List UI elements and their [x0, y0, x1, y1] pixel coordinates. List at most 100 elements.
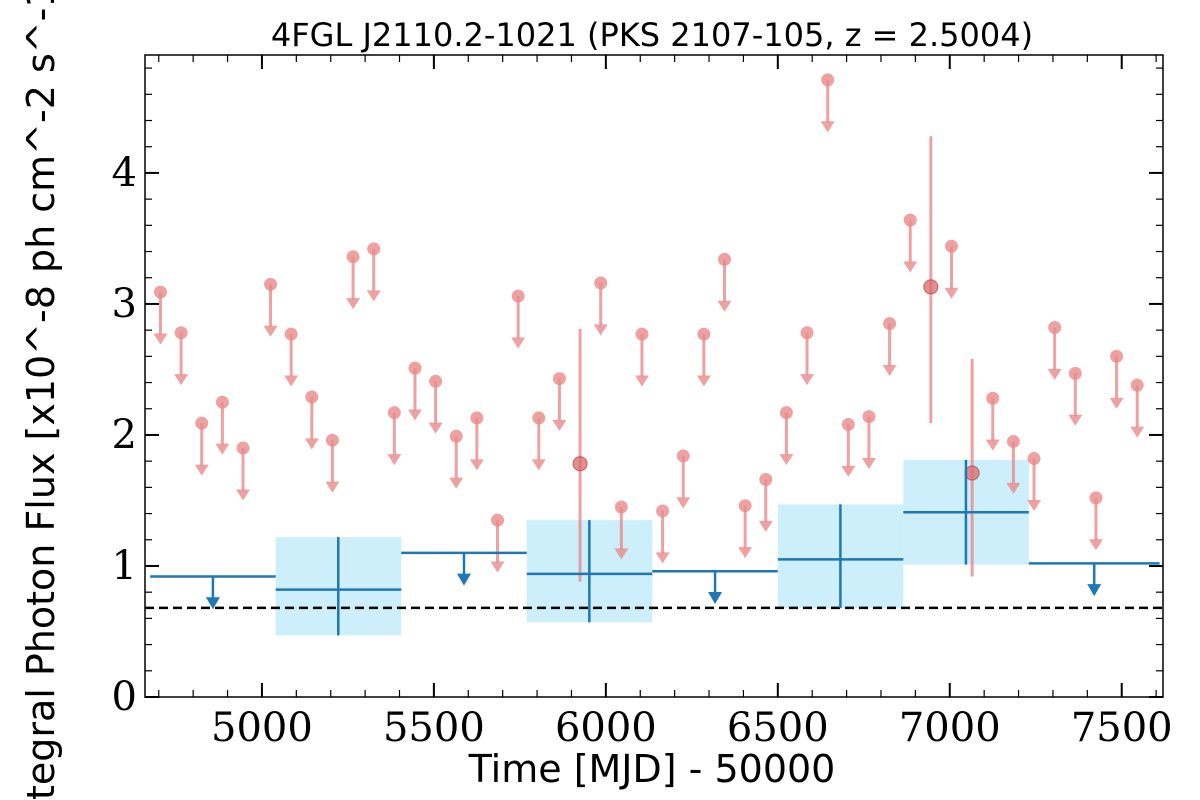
short-upper-limit-point	[153, 285, 167, 299]
short-upper-limit-arrow	[1130, 426, 1145, 438]
short-upper-limit-point	[1048, 321, 1062, 335]
short-upper-limit-arrow	[1047, 368, 1062, 380]
short-upper-limit-point	[215, 395, 229, 409]
short-upper-limit-arrow	[511, 337, 526, 349]
short-upper-limit-arrow	[696, 375, 711, 387]
short-upper-limit-arrow	[449, 477, 464, 489]
short-upper-limit-arrow	[903, 261, 918, 273]
short-upper-limit-point	[821, 73, 835, 87]
short-upper-limit-point	[738, 499, 752, 513]
short-upper-limit-point	[346, 250, 360, 264]
short-upper-limit-point	[614, 500, 628, 514]
short-upper-limit-point	[491, 513, 505, 527]
short-upper-limit-point	[408, 361, 422, 375]
short-upper-limit-point	[367, 242, 381, 256]
long-upper-limit-arrow	[708, 591, 723, 604]
x-tick-label: 5000	[211, 705, 313, 751]
short-upper-limit-arrow	[215, 443, 230, 455]
short-upper-limit-point	[944, 239, 958, 253]
short-upper-limit-point	[305, 390, 319, 404]
short-upper-limit-arrow	[820, 121, 835, 133]
short-upper-limit-point	[429, 374, 443, 388]
short-upper-limit-point	[656, 504, 670, 518]
short-upper-limit-arrow	[717, 300, 732, 312]
short-detection-point	[572, 456, 588, 472]
long-upper-limit-arrow	[456, 573, 471, 586]
short-upper-limit-arrow	[325, 481, 340, 493]
chart-title: 4FGL J2110.2-1021 (PKS 2107-105, z = 2.5…	[271, 16, 1033, 54]
short-upper-limit-arrow	[882, 365, 897, 376]
x-tick-label: 5500	[383, 705, 485, 751]
y-tick-label: 4	[112, 150, 137, 196]
x-axis-label: Time [MJD] - 50000	[468, 747, 836, 791]
short-upper-limit-arrow	[1006, 482, 1021, 494]
short-upper-limit-arrow	[346, 298, 361, 310]
short-upper-limit-arrow	[552, 420, 567, 432]
short-upper-limit-point	[635, 327, 649, 341]
short-upper-limit-arrow	[944, 287, 959, 299]
short-upper-limit-arrow	[304, 438, 319, 450]
short-upper-limit-point	[174, 326, 188, 340]
short-upper-limit-point	[841, 417, 855, 431]
short-upper-limit-arrow	[985, 439, 1000, 451]
short-upper-limit-arrow	[407, 409, 422, 421]
short-upper-limit-point	[511, 289, 525, 303]
short-upper-limit-arrow	[469, 459, 484, 471]
short-upper-limit-point	[387, 406, 401, 420]
short-upper-limit-point	[862, 410, 876, 424]
short-detection-point	[964, 465, 980, 481]
short-upper-limit-arrow	[366, 290, 381, 302]
y-axis-label: Integral Photon Flux [x10^-8 ph cm^-2 s^…	[19, 0, 63, 800]
short-upper-limit-arrow	[284, 375, 299, 387]
short-upper-limit-arrow	[841, 465, 856, 477]
short-upper-limit-point	[986, 391, 1000, 405]
x-tick-label: 6000	[555, 705, 657, 751]
long-upper-limit-arrow	[205, 597, 220, 610]
short-upper-limit-point	[236, 441, 250, 455]
short-upper-limit-arrow	[758, 520, 773, 532]
short-upper-limit-point	[883, 317, 897, 331]
short-upper-limit-arrow	[531, 459, 546, 471]
short-upper-limit-point	[1110, 349, 1124, 363]
short-detection-point	[923, 279, 939, 295]
short-upper-limit-arrow	[1088, 539, 1103, 551]
short-upper-limit-point	[594, 276, 608, 290]
short-upper-limit-arrow	[263, 325, 278, 337]
short-upper-limit-point	[779, 406, 793, 420]
y-tick-label: 2	[112, 412, 137, 458]
short-upper-limit-point	[718, 252, 732, 266]
short-upper-limit-arrow	[194, 464, 209, 476]
short-upper-limit-arrow	[738, 547, 753, 559]
short-upper-limit-point	[1089, 491, 1103, 505]
short-upper-limit-point	[676, 449, 690, 463]
short-upper-limit-arrow	[387, 454, 402, 466]
x-tick-label: 7000	[899, 705, 1001, 751]
plot-frame	[144, 54, 1164, 698]
short-upper-limit-arrow	[634, 375, 649, 387]
short-upper-limit-point	[697, 327, 711, 341]
short-upper-limit-point	[532, 411, 546, 425]
short-upper-limit-arrow	[1027, 499, 1042, 511]
short-upper-limit-point	[195, 416, 209, 430]
short-upper-limit-point	[284, 327, 298, 341]
short-upper-limit-point	[552, 372, 566, 386]
short-upper-limit-point	[325, 433, 339, 447]
long-upper-limit-arrow	[1087, 584, 1102, 597]
short-upper-limit-point	[449, 429, 463, 443]
short-upper-limit-arrow	[593, 324, 608, 336]
short-upper-limit-arrow	[153, 333, 168, 345]
short-upper-limit-arrow	[779, 454, 794, 466]
short-upper-limit-arrow	[428, 422, 443, 434]
x-tick-label: 6500	[727, 705, 829, 751]
short-upper-limit-arrow	[614, 548, 629, 560]
y-tick-label: 1	[112, 543, 137, 589]
y-tick-label: 0	[112, 674, 137, 720]
short-upper-limit-arrow	[490, 561, 505, 573]
short-upper-limit-arrow	[655, 552, 670, 564]
short-upper-limit-point	[264, 277, 278, 291]
short-upper-limit-arrow	[800, 374, 815, 386]
plot-area: 5000 5500 6000 6500 7000 7500 0 1 2 3 4	[112, 54, 1173, 751]
short-upper-limit-point	[1027, 452, 1041, 466]
short-upper-limit-arrow	[1109, 397, 1124, 409]
